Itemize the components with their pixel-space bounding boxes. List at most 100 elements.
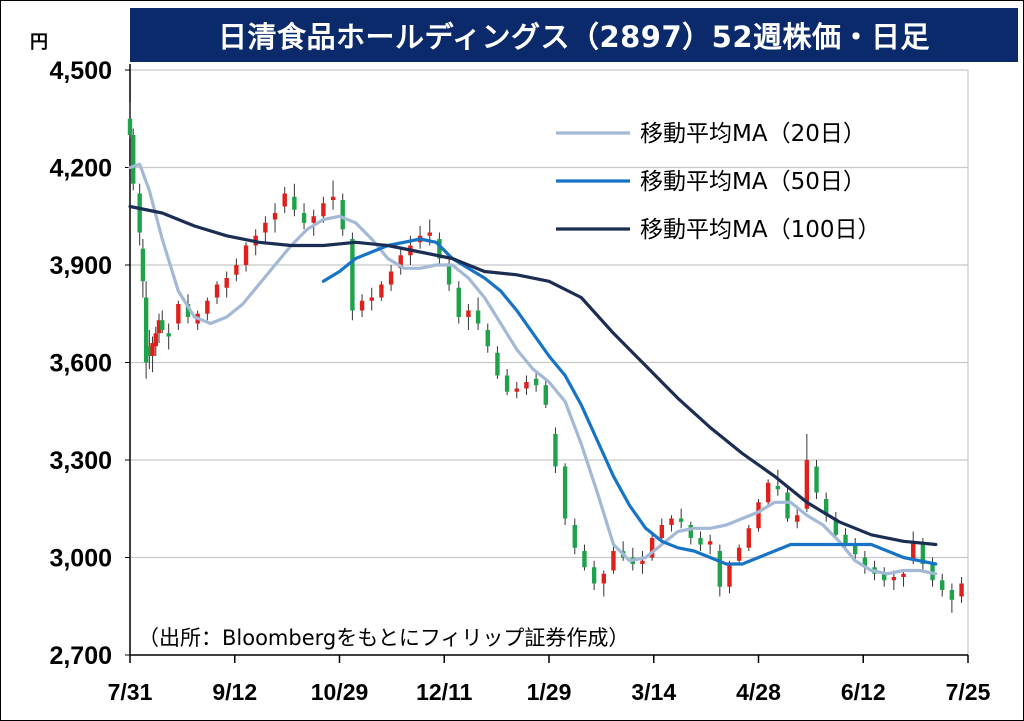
candle-body	[369, 297, 374, 301]
candle-body	[156, 320, 162, 334]
candle-body	[756, 502, 761, 529]
candle-body	[292, 196, 297, 210]
y-tick-label: 3,300	[49, 447, 112, 475]
candle-body	[495, 352, 500, 376]
candle-body	[765, 482, 771, 503]
candle-body	[214, 284, 220, 298]
y-tick-label: 4,500	[49, 57, 112, 85]
ma-line-ma50	[321, 237, 938, 566]
candle-body	[843, 534, 848, 545]
candle-body	[446, 265, 452, 285]
candle-body	[127, 118, 133, 135]
candle-body	[785, 492, 790, 519]
candle-body	[940, 580, 945, 590]
y-tick-label: 3,900	[49, 252, 112, 280]
x-tick-label: 6/12	[841, 679, 886, 705]
candle-body	[176, 304, 181, 324]
y-tick-label: 2,700	[49, 642, 112, 670]
y-tick-label: 3,000	[49, 545, 112, 573]
candle-body	[321, 203, 326, 217]
candle-body	[437, 239, 442, 259]
chart-title: 日清食品ホールディングス（2897）52週株価・日足	[130, 8, 1018, 62]
candle-body	[678, 518, 684, 522]
candle-body	[949, 590, 955, 600]
y-tick-label: 3,600	[49, 350, 112, 378]
candle-body	[717, 551, 723, 587]
y-axis-unit: 円	[30, 32, 48, 53]
grid-lines	[130, 69, 969, 655]
candle-body	[533, 378, 539, 386]
candle-body	[504, 375, 510, 392]
x-tick-label: 3/14	[631, 679, 676, 705]
moving-average-lines	[128, 162, 938, 576]
candle-body	[659, 525, 665, 538]
ma-line-ma100	[128, 204, 938, 547]
x-tick-label: 7/25	[946, 679, 991, 705]
candle-body	[562, 466, 568, 519]
y-tick-label: 4,200	[49, 155, 112, 183]
candle-body	[640, 560, 645, 564]
candle-body	[814, 466, 819, 493]
candle-body	[707, 541, 713, 545]
candle-body	[582, 551, 587, 568]
candle-body	[263, 222, 268, 233]
candle-body	[852, 544, 858, 555]
candle-body	[311, 216, 316, 223]
candle-body	[572, 525, 577, 548]
candle-body	[524, 382, 529, 389]
candle-body	[920, 544, 926, 564]
candle-body	[427, 232, 432, 236]
candle-body	[243, 245, 249, 265]
candle-body	[959, 583, 964, 597]
candle-body	[611, 551, 616, 571]
candle-body	[804, 460, 810, 509]
candles	[127, 102, 964, 613]
candle-body	[591, 567, 597, 584]
candle-body	[379, 284, 384, 298]
candle-body	[746, 528, 752, 548]
candle-body	[301, 213, 307, 223]
candle-body	[688, 525, 694, 538]
candle-body	[147, 346, 152, 356]
x-tick-labels: 7/31 9/12 10/29 12/11 1/29 3/14 4/28 6/12 7/25	[108, 679, 991, 705]
candle-body	[166, 333, 171, 337]
candle-body	[669, 518, 674, 525]
candle-body	[727, 564, 732, 587]
x-tick-label: 12/11	[416, 679, 472, 705]
x-tick-label: 4/28	[736, 679, 781, 705]
candle-body	[330, 196, 336, 200]
candle-body	[160, 320, 165, 330]
candle-body	[150, 343, 155, 356]
candle-body	[456, 287, 461, 317]
candle-body	[359, 300, 365, 311]
candle-body	[475, 310, 481, 324]
candle-body	[466, 310, 471, 317]
candle-body	[140, 248, 146, 282]
candle-body	[131, 135, 136, 184]
candle-body	[736, 547, 742, 561]
candle-body	[514, 388, 519, 392]
legend-label: 移動平均MA（100日）	[640, 217, 880, 243]
candle-body	[862, 557, 868, 568]
x-tick-label: 1/29	[527, 679, 572, 705]
source-note: （出所：Bloombergをもとにフィリップ証券作成）	[138, 626, 630, 650]
candle-body	[882, 573, 887, 581]
candle-body	[388, 271, 394, 285]
candle-body	[224, 278, 229, 288]
candle-body	[823, 499, 829, 516]
candle-body	[350, 239, 355, 311]
candle-body	[153, 333, 158, 347]
candle-body	[137, 193, 142, 233]
candle-body	[794, 515, 800, 522]
ma-line-ma20	[128, 162, 938, 576]
candle-body	[775, 486, 781, 490]
x-tick-label: 7/31	[108, 679, 153, 705]
candle-body	[601, 573, 606, 584]
x-tick-label: 9/12	[212, 679, 257, 705]
candle-body	[649, 538, 655, 558]
candle-body	[485, 330, 490, 347]
candle-body	[911, 541, 916, 561]
candle-body	[398, 255, 403, 269]
candle-body	[205, 300, 210, 314]
